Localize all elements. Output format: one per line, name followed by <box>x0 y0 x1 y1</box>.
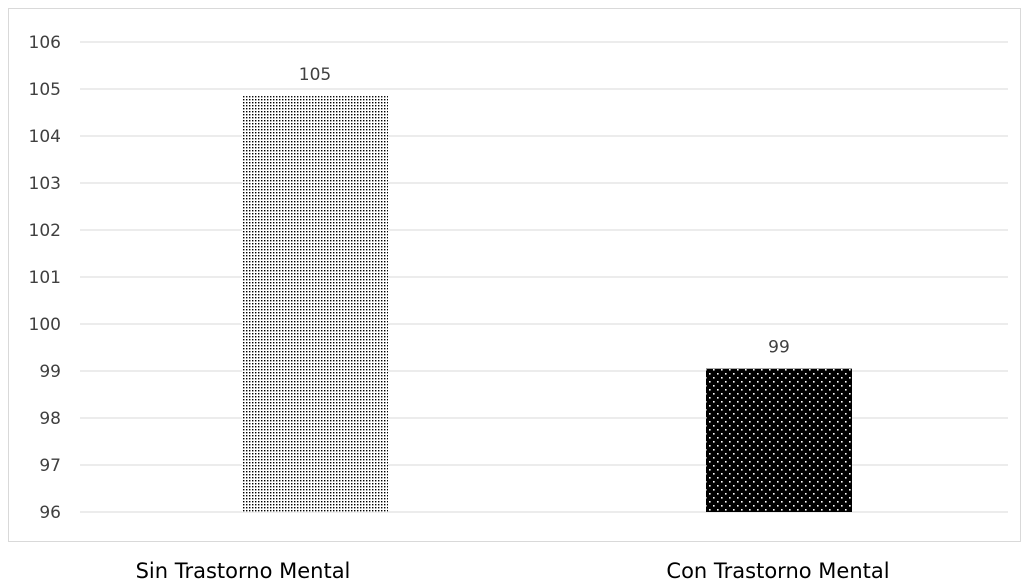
y-tick-label: 101 <box>29 268 61 288</box>
y-tick-label: 106 <box>29 33 61 53</box>
y-tick-label: 102 <box>29 221 61 241</box>
y-tick-label: 100 <box>29 315 61 335</box>
y-tick-label: 105 <box>29 80 61 100</box>
gridlines <box>80 41 1008 513</box>
bars <box>242 96 852 513</box>
y-tick-label: 99 <box>39 362 61 382</box>
chart-frame <box>8 8 1021 542</box>
y-tick-label: 97 <box>39 456 61 476</box>
bar-con-trastorno <box>706 368 852 512</box>
y-tick-label: 104 <box>29 127 61 147</box>
y-tick-label: 103 <box>29 174 61 194</box>
x-tick-label-sin-trastorno: Sin Trastorno Mental <box>135 559 351 583</box>
data-label-sin-trastorno: 105 <box>299 65 331 85</box>
data-label-con-trastorno: 99 <box>768 338 790 358</box>
bar-sin-trastorno <box>242 96 388 513</box>
x-tick-label-con-trastorno: Con Trastorno Mental <box>666 559 890 583</box>
y-axis-ticks: 96 97 98 99 100 101 102 103 104 105 106 <box>29 33 61 523</box>
data-labels: 105 99 <box>299 65 790 358</box>
y-tick-label: 96 <box>39 503 61 523</box>
y-tick-label: 98 <box>39 409 61 429</box>
